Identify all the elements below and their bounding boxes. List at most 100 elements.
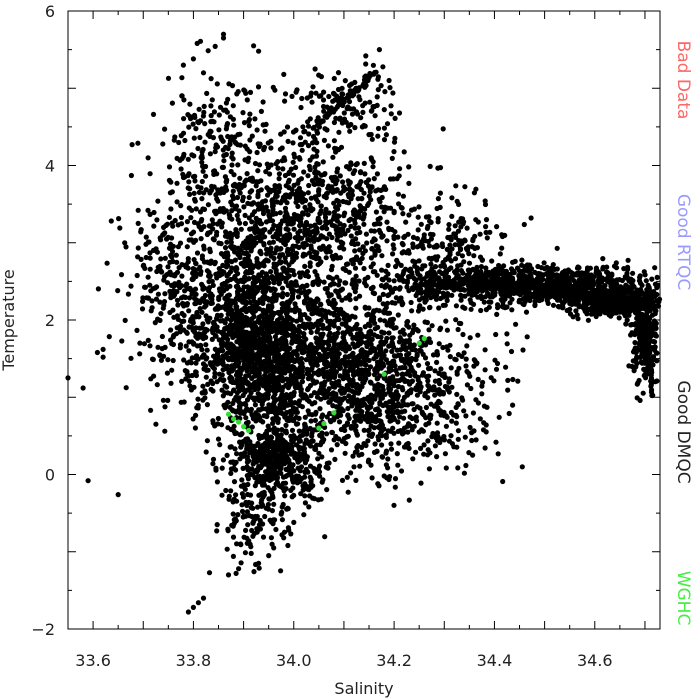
data-point [389,300,395,306]
data-point [209,278,215,284]
x-tick-label: 34.4 [477,651,513,670]
data-point [654,274,660,280]
data-point [462,434,468,440]
data-point [632,340,638,346]
data-point [325,318,331,324]
data-point [319,342,325,348]
data-point [313,409,319,415]
data-point [326,325,332,331]
data-point [324,340,330,346]
data-point [504,341,510,347]
data-point [437,295,444,302]
x-tick-label: 33.8 [176,651,212,670]
data-point [210,456,217,462]
data-point [314,329,320,335]
data-point [228,378,234,384]
data-point [411,322,417,328]
data-point [600,288,606,294]
data-point [195,396,201,402]
data-point [470,301,477,307]
data-point [624,275,630,281]
data-point [287,298,293,305]
data-point [524,274,530,280]
data-point [106,334,112,340]
data-point [225,399,231,405]
data-point [214,479,220,485]
data-point [649,322,655,328]
data-point [360,354,366,360]
data-point [291,330,297,336]
data-point [613,310,619,316]
data-point [217,347,223,353]
data-point [238,444,244,450]
data-point [253,411,259,417]
data-point [623,289,630,296]
data-point [346,317,352,323]
data-point [380,301,386,307]
data-point [174,297,181,303]
data-point [267,338,273,344]
data-point [501,273,507,279]
data-point [339,310,346,316]
data-point [264,413,270,420]
data-point [185,256,191,262]
data-point [560,282,566,288]
data-point [527,297,533,304]
data-point [458,297,464,303]
data-point [560,305,566,311]
data-point [353,407,359,413]
y-tick-label: 0 [45,466,55,485]
data-point [426,327,432,333]
data-point [293,378,299,384]
data-point [508,266,515,272]
data-point [545,270,551,276]
data-point [590,311,596,317]
data-point [565,296,571,302]
data-point [354,357,361,363]
data-point [271,440,277,446]
data-point [406,324,412,330]
data-point [242,380,248,386]
y-tick-label: 6 [45,2,55,21]
data-point [449,384,455,390]
data-point [421,276,427,282]
data-point [288,487,294,493]
data-point [379,267,385,273]
data-point [289,427,296,433]
data-point [218,312,224,318]
data-point [359,371,365,377]
data-point [330,276,336,282]
data-point [208,258,214,264]
data-point [210,325,216,331]
data-point [534,294,541,300]
data-point [378,395,384,402]
data-point [212,332,218,339]
data-point [158,357,164,363]
data-point [258,251,264,257]
data-point [291,389,297,396]
data-point [215,436,222,442]
data-point [488,285,494,291]
data-point [653,333,660,339]
data-point [273,337,279,343]
data-point [509,307,515,313]
data-point [516,297,523,303]
data-point [287,315,293,321]
data-point [259,319,265,325]
data-point [320,477,326,483]
data-point [487,294,493,300]
data-point [395,312,401,318]
data-point [618,304,624,311]
data-point [653,320,659,326]
data-point [409,308,415,314]
data-point [137,340,143,346]
data-point [564,281,570,287]
data-point [326,300,332,307]
data-point [643,278,649,284]
data-point [204,438,210,444]
data-point [541,260,547,266]
data-point [222,383,228,389]
data-point [495,305,501,311]
data-point [271,364,277,370]
data-point [559,270,565,276]
